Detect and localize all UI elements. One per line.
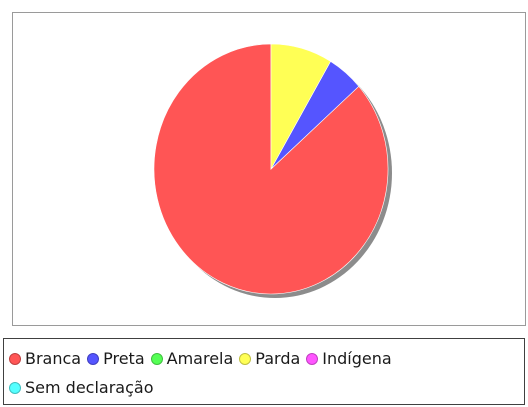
legend-label-branca: Branca — [25, 349, 82, 368]
legend-swatch-parda — [239, 352, 252, 365]
pie-slice-parda — [270, 43, 331, 171]
legend-item-preta: Preta — [87, 349, 145, 368]
legend-swatch-indigena — [306, 352, 319, 365]
legend-label-preta: Preta — [103, 349, 145, 368]
pie-slices — [153, 43, 392, 298]
legend-swatch-amarela — [150, 352, 163, 365]
legend-item-sem-declaracao: Sem declaração — [9, 378, 154, 397]
pie-chart — [153, 43, 392, 298]
legend-label-parda: Parda — [255, 349, 301, 368]
legend-label-sem-declaracao: Sem declaração — [25, 378, 154, 397]
legend-row-2: Sem declaração — [9, 373, 524, 402]
legend-swatch-sem-declaracao — [9, 381, 21, 394]
legend-label-indigena: Indígena — [322, 349, 392, 368]
legend-item-amarela: Amarela — [150, 349, 234, 368]
plot-area — [12, 12, 526, 326]
legend-item-parda: Parda — [239, 349, 300, 368]
legend-item-indigena: Indígena — [306, 349, 392, 368]
legend: Branca Preta Amarela Parda Indígena Sem … — [3, 338, 525, 405]
legend-swatch-branca — [9, 352, 21, 365]
legend-label-amarela: Amarela — [166, 349, 234, 368]
legend-swatch-preta — [87, 352, 100, 365]
legend-row-1: Branca Preta Amarela Parda Indígena — [9, 344, 524, 373]
legend-item-branca: Branca — [9, 349, 81, 368]
